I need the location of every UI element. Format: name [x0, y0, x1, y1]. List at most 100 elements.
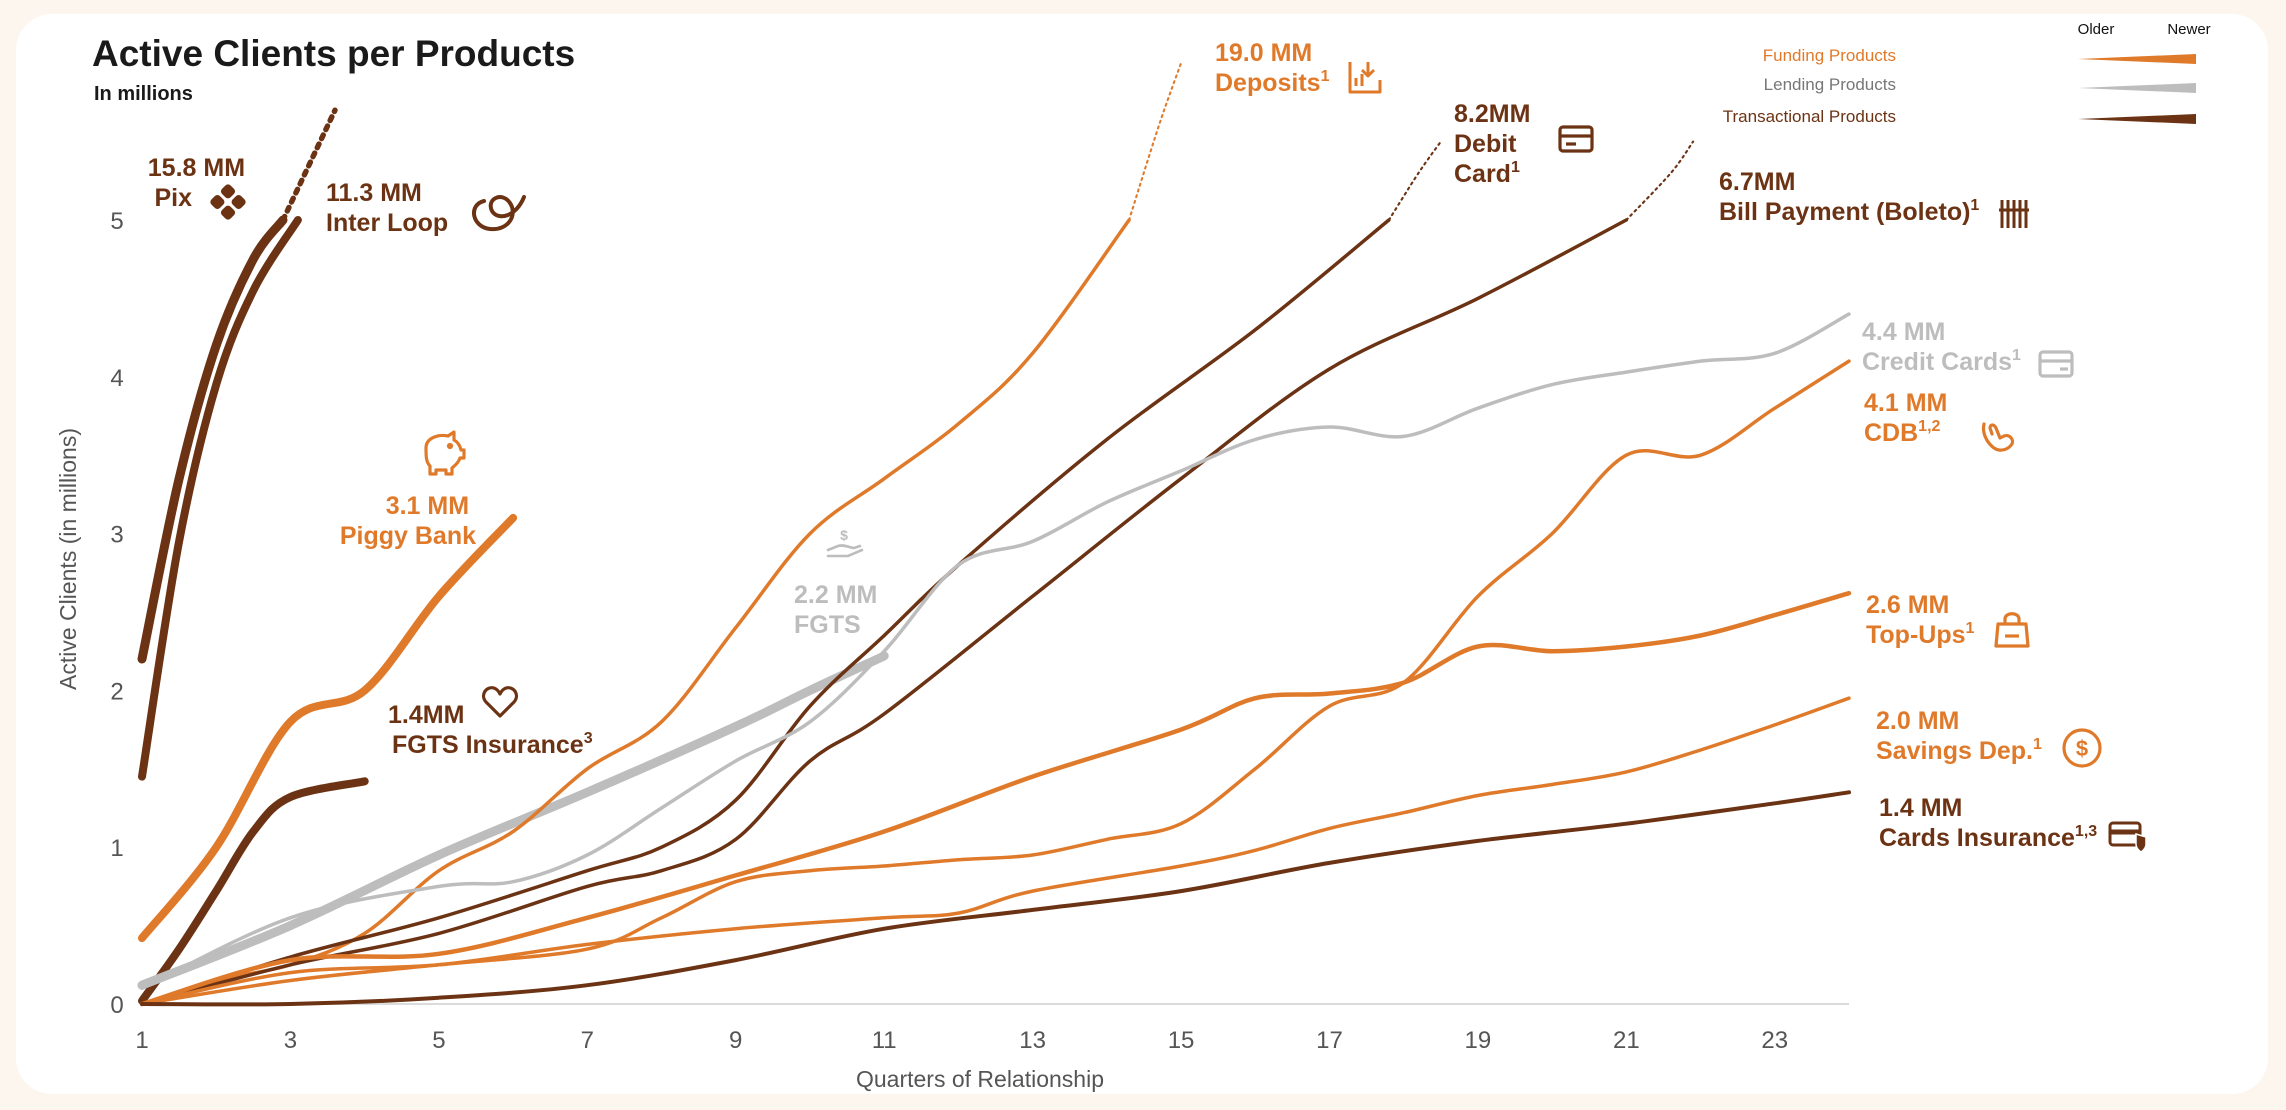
legend-swatch-lending — [2078, 83, 2196, 93]
legend-swatch-transactional — [2078, 114, 2196, 124]
hand-coin-icon: $ — [826, 527, 864, 558]
piggy-bank-annotation: 3.1 MM Piggy Bank — [340, 492, 476, 550]
annotation-layer: 15.8 MM Pix 11.3 MM Inter Loop — [148, 39, 2147, 853]
inter-loop-annotation: 11.3 MM Inter Loop — [326, 179, 448, 237]
series-line-debit-card — [140, 218, 1391, 1006]
cards-insurance-label: Cards Insurance — [1879, 824, 2075, 852]
y-axis-ticks: 0 1 2 3 4 5 — [110, 208, 123, 1019]
series-continuation-bill-payment-boleto — [1625, 140, 1695, 222]
x-tick-label: 19 — [1465, 1027, 1492, 1054]
dollar-circle-icon: $ — [2062, 728, 2102, 768]
bill-payment-annotation: 6.7MM Bill Payment (Boleto)1 — [1719, 168, 1979, 226]
legend: Older Newer Funding Products Lending Pro… — [1723, 21, 2211, 126]
top-ups-sup: 1 — [1966, 620, 1975, 637]
dollar-glyph: $ — [2076, 736, 2088, 761]
series-layer — [137, 62, 1852, 1007]
series-line-credit-cards — [140, 312, 1851, 991]
cdb-value: 4.1 MM — [1864, 389, 1947, 417]
x-axis-label: Quarters of Relationship — [856, 1066, 1104, 1092]
cdb-annotation: 4.1 MM CDB1,2 — [1864, 389, 1954, 447]
top-ups-annotation: 2.6 MM Top-Ups1 — [1866, 591, 1975, 649]
y-tick-label: 0 — [110, 992, 123, 1019]
inter-loop-value: 11.3 MM — [326, 179, 422, 207]
deposits-sup: 1 — [1321, 68, 1330, 85]
fgts-insurance-sup: 3 — [584, 730, 593, 747]
piggy-bank-icon — [424, 430, 466, 476]
x-tick-label: 9 — [729, 1027, 742, 1054]
series-line-deposits — [140, 218, 1131, 1006]
inter-loop-label: Inter Loop — [326, 209, 448, 237]
series-line-cdb — [140, 359, 1851, 1006]
cdb-sup: 1,2 — [1918, 418, 1940, 435]
credit-cards-annotation: 4.4 MM Credit Cards1 — [1862, 318, 2021, 376]
legend-swatch-funding — [2078, 54, 2196, 64]
fgts-label: FGTS — [794, 611, 861, 639]
x-tick-label: 1 — [135, 1027, 148, 1054]
debit-card-value: 8.2MM — [1454, 100, 1530, 128]
deposits-annotation: 19.0 MM Deposits1 — [1215, 39, 1330, 97]
shopping-bag-icon — [1994, 612, 2030, 648]
chart-card: Active Clients per Products In millions … — [16, 14, 2268, 1094]
x-tick-label: 11 — [872, 1027, 897, 1054]
legend-newer-label: Newer — [2167, 21, 2210, 38]
x-tick-label: 13 — [1019, 1027, 1046, 1054]
series-line-cards-insurance — [140, 790, 1851, 1007]
pix-annotation: 15.8 MM Pix — [148, 154, 252, 212]
fgts-insurance-label: FGTS Insurance — [392, 731, 584, 759]
hand-coin-glyph: $ — [840, 527, 848, 543]
credit-cards-sup: 1 — [2012, 347, 2021, 364]
y-tick-label: 4 — [110, 365, 123, 392]
deposits-label: Deposits — [1215, 69, 1321, 97]
credit-cards-value: 4.4 MM — [1862, 318, 1945, 346]
y-tick-label: 2 — [110, 678, 123, 705]
debit-card-icon — [1558, 125, 1594, 153]
pix-value: 15.8 MM — [148, 154, 245, 182]
debit-card-annotation: 8.2MM Debit Card1 — [1454, 100, 1537, 188]
series-continuation-inter-loop — [280, 107, 338, 223]
legend-older-label: Older — [2078, 21, 2115, 38]
series-line-savings-dep — [140, 696, 1851, 1006]
x-tick-label: 3 — [284, 1027, 297, 1054]
bill-payment-sup: 1 — [1970, 197, 1979, 214]
savings-sup: 1 — [2033, 736, 2042, 753]
legend-label-funding: Funding Products — [1763, 46, 1896, 65]
y-tick-label: 1 — [110, 835, 123, 862]
debit-card-label-line2: Card — [1454, 160, 1511, 188]
credit-card-icon — [2038, 350, 2074, 378]
piggy-bank-value: 3.1 MM — [386, 492, 469, 520]
series-line-top-ups — [139, 590, 1852, 1007]
x-tick-label: 15 — [1168, 1027, 1195, 1054]
series-line-fgts — [137, 651, 889, 990]
series-line-pix — [137, 215, 288, 664]
legend-label-transactional: Transactional Products — [1723, 107, 1896, 126]
savings-label: Savings Dep. — [1876, 737, 2033, 765]
heart-icon — [481, 686, 519, 718]
x-tick-label: 21 — [1613, 1027, 1640, 1054]
cdb-hand-icon — [1981, 422, 2015, 452]
chart-svg: Active Clients per Products In millions … — [55, 21, 2211, 1092]
bill-payment-value: 6.7MM — [1719, 168, 1795, 196]
fgts-value: 2.2 MM — [794, 581, 877, 609]
debit-card-sup: 1 — [1511, 159, 1520, 176]
series-line-fgts-insurance — [138, 777, 369, 1005]
debit-card-label: Debit — [1454, 130, 1517, 158]
y-tick-label: 3 — [110, 522, 123, 549]
loop-icon — [472, 195, 526, 232]
chart-subtitle: In millions — [94, 83, 193, 105]
series-continuation-deposits — [1128, 62, 1183, 222]
pix-label: Pix — [154, 184, 192, 212]
cards-insurance-value: 1.4 MM — [1879, 794, 1962, 822]
savings-value: 2.0 MM — [1876, 707, 1959, 735]
fgts-insurance-value: 1.4MM — [388, 701, 464, 729]
deposit-icon — [1348, 62, 1382, 94]
x-tick-label: 7 — [581, 1027, 594, 1054]
fgts-annotation: 2.2 MM FGTS — [794, 581, 884, 639]
x-tick-label: 5 — [432, 1027, 445, 1054]
x-tick-label: 17 — [1316, 1027, 1343, 1054]
barcode-icon — [1999, 200, 2029, 228]
pix-icon — [210, 184, 246, 220]
credit-cards-label: Credit Cards — [1862, 348, 2012, 376]
chart-title: Active Clients per Products — [92, 33, 575, 74]
series-line-inter-loop — [138, 216, 302, 781]
savings-annotation: 2.0 MM Savings Dep.1 — [1876, 707, 2042, 765]
